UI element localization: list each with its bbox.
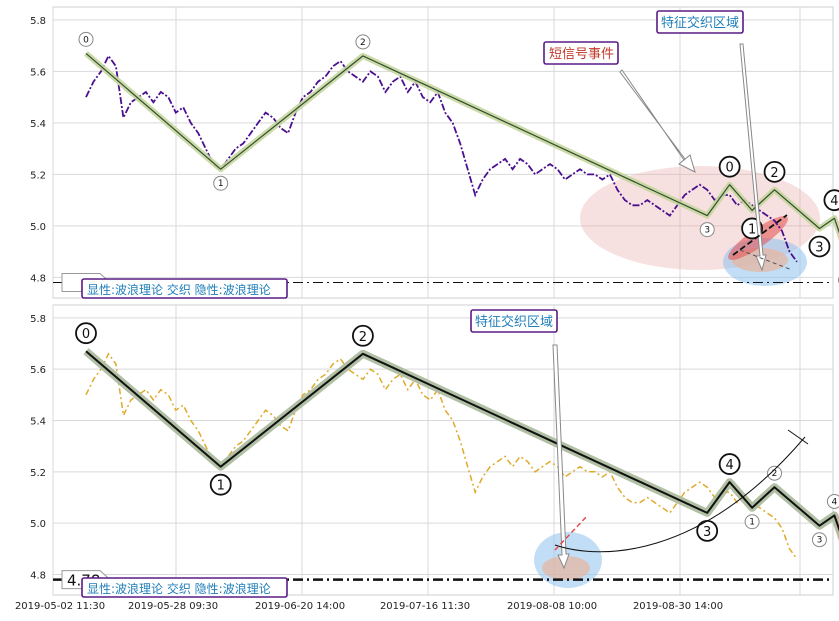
bottom-wave-line [83, 348, 839, 542]
bot-y-tick-label: 5.2 [30, 468, 46, 479]
bot-y-tick-label: 5.8 [30, 314, 46, 325]
top-wave-line [84, 51, 839, 241]
x-tick-label-3: 2019-07-16 11:30 [380, 601, 470, 612]
bottom-wave-markers: 01234123455.2 [75, 322, 839, 548]
feature-area-arrow-top [739, 43, 767, 272]
bot-wave-marker-5 [744, 514, 760, 530]
top-wave-marker-label-4: 0 [726, 161, 734, 176]
bottom-panel: 4.85.05.25.45.65.8 01234123455.2 4.78 特征… [30, 304, 839, 598]
bottom-legend-text: 显性:波浪理论 交织 隐性:波浪理论 [87, 581, 271, 596]
bot-y-tick-label: 4.8 [30, 570, 46, 581]
top-wave-marker-label-0: 0 [83, 35, 89, 45]
bottom-projection-cap [787, 429, 809, 445]
x-tick-label-5: 2019-08-30 14:00 [633, 601, 723, 612]
bot-wave-marker-label-7: 3 [817, 536, 823, 546]
x-tick-label-1: 2019-05-28 09:30 [128, 601, 218, 612]
top-y-tick-label: 5.2 [30, 170, 46, 181]
top-wave-path [85, 52, 839, 234]
top-panel: 4.85.05.25.45.65.8 01230123455.2 4.78 短信… [30, 6, 839, 299]
top-y-tick-label: 5.0 [30, 222, 46, 233]
x-tick-label-0: 2019-05-02 11:30 [15, 601, 105, 612]
feature-area-box-top [656, 10, 744, 34]
top-y-tick-label: 4.8 [30, 273, 46, 284]
top-wave-marker-6 [763, 160, 786, 183]
short-signal-box [543, 41, 619, 65]
feature-area-label-bottom: 特征交织区域 [475, 314, 553, 330]
bot-wave-marker-label-1: 1 [217, 479, 225, 494]
bot-wave-marker-1 [209, 473, 232, 496]
bottom-highlight-areas [534, 532, 602, 588]
bottom-y-axis-ticks: 4.8 5.0 5.2 5.4 5.6 5.8 [30, 314, 46, 582]
bot-wave-marker-label-8: 4 [832, 497, 838, 507]
top-wave-marker-8 [823, 189, 839, 212]
top-wave-marker-label-2: 2 [360, 38, 366, 48]
top-wave-marker-1 [213, 175, 229, 191]
top-wave-marker-0 [78, 31, 94, 47]
bot-wave-marker-label-5: 1 [749, 518, 755, 528]
bot-wave-marker-label-6: 2 [772, 469, 778, 479]
top-wave-marker-label-1: 1 [218, 179, 224, 189]
bottom-projection-curve [554, 436, 806, 553]
bot-wave-marker-label-0: 0 [82, 327, 90, 342]
top-wave-marker-label-8: 4 [830, 194, 838, 209]
bot-wave-marker-6 [767, 465, 783, 481]
x-tick-label-4: 2019-08-08 10:00 [507, 601, 597, 612]
top-dashed-projection [732, 214, 788, 256]
top-legend-text: 显性:波浪理论 交织 隐性:波浪理论 [87, 282, 271, 297]
top-legend: 显性:波浪理论 交织 隐性:波浪理论 [81, 278, 288, 299]
top-y-axis-ticks: 4.8 5.0 5.2 5.4 5.6 5.8 [30, 16, 46, 285]
bot-y-tick-label: 5.0 [30, 519, 46, 530]
top-wave-marker-2 [355, 34, 371, 50]
short-signal-label: 短信号事件 [549, 47, 614, 62]
bot-wave-marker-2 [352, 324, 374, 347]
x-tick-label-2: 2019-06-20 14:00 [255, 601, 345, 612]
x-axis-ticks: 2019-05-02 11:30 2019-05-28 09:30 2019-06-… [15, 601, 723, 612]
bot-wave-marker-8 [826, 493, 839, 509]
top-wave-markers: 01230123455.2 [78, 31, 839, 284]
bot-y-tick-label: 5.6 [30, 365, 46, 376]
top-wave-marker-label-6: 2 [770, 166, 778, 181]
bot-wave-path [85, 350, 839, 532]
feature-area-box-bottom [470, 309, 558, 333]
top-wave-marker-3 [699, 222, 715, 238]
top-wave-marker-label-7: 3 [815, 240, 823, 255]
bot-wave-marker-7 [811, 532, 827, 548]
top-y-tick-label: 5.8 [30, 16, 46, 27]
bot-wave-marker-4 [718, 453, 741, 475]
top-wave-marker-7 [808, 235, 831, 258]
bottom-annotations: 特征交织区域 [470, 309, 809, 570]
top-dashed-target [739, 249, 793, 271]
top-y-tick-label: 5.6 [30, 67, 46, 78]
short-signal-arrow [619, 69, 696, 173]
bottom-legend: 显性:波浪理论 交织 隐性:波浪理论 [81, 577, 288, 598]
top-wave-marker-4 [718, 155, 741, 178]
bot-wave-marker-0 [75, 322, 97, 345]
top-y-tick-label: 5.4 [30, 119, 46, 130]
bot-wave-marker-label-4: 4 [726, 458, 734, 473]
bot-y-tick-label: 5.4 [30, 416, 46, 427]
bot-wave-marker-label-2: 2 [359, 330, 367, 345]
bottom-orange-ellipse [542, 556, 590, 580]
feature-area-arrow-bottom [552, 344, 570, 570]
feature-area-label-top: 特征交织区域 [661, 15, 739, 31]
top-annotations: 短信号事件 特征交织区域 [543, 10, 793, 272]
bot-wave-marker-label-3: 3 [703, 525, 711, 540]
top-wave-marker-label-3: 3 [704, 226, 710, 236]
top-wave-marker-label-5: 1 [748, 222, 756, 237]
bottom-grid [52, 305, 833, 595]
bottom-red-dash [554, 514, 589, 551]
